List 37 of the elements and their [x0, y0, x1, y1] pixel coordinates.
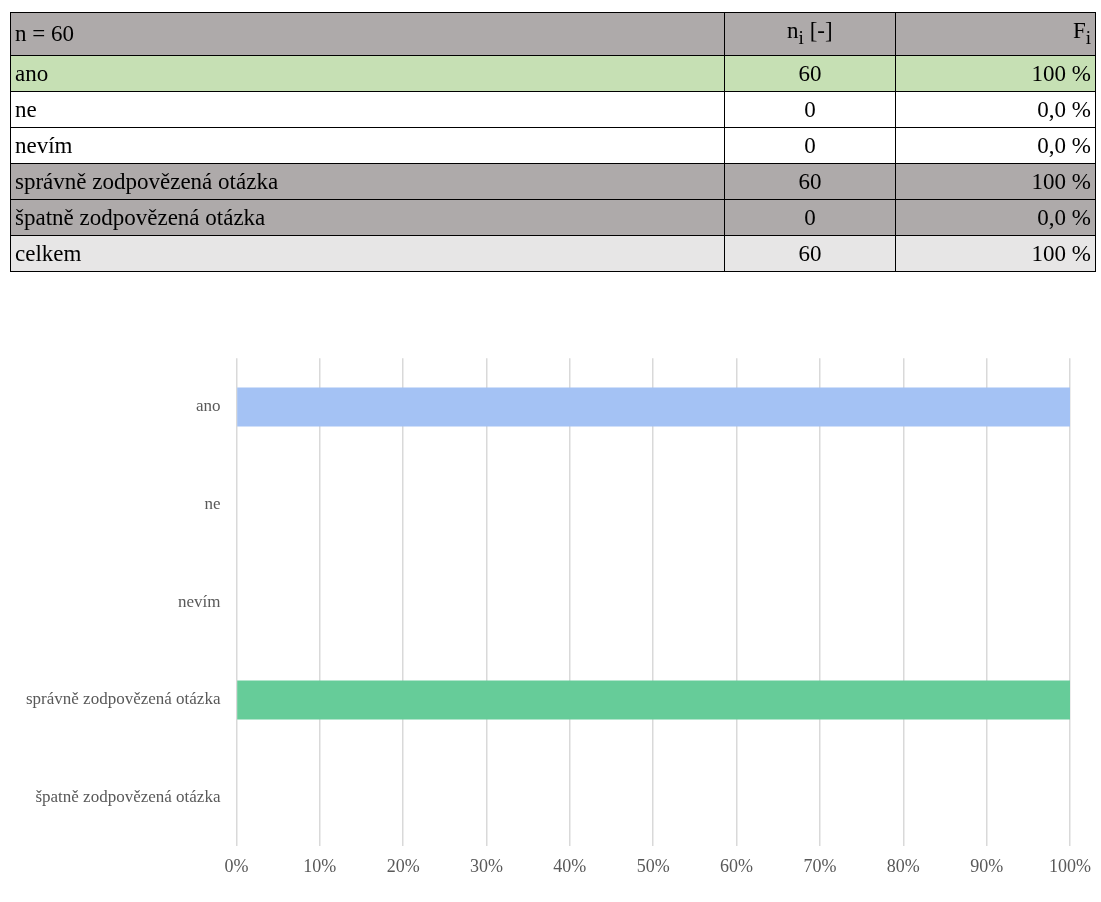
x-tick-label: 40%: [553, 855, 587, 876]
text: n = 60: [10, 12, 725, 56]
y-tick-label: nevím: [177, 591, 221, 611]
y-tick-label: ano: [195, 396, 221, 416]
series-label: F$_{i}$: [895, 12, 1096, 56]
category-label: správně zodpovězená otázka: [10, 163, 725, 200]
data-label: 0,0 %: [895, 199, 1096, 236]
data-label: 0: [724, 127, 896, 164]
x-tick-label: 60%: [720, 855, 754, 876]
data-label: 0,0 %: [895, 91, 1096, 128]
category-label: celkem: [10, 235, 725, 272]
x-tick-label: 10%: [303, 855, 337, 876]
x-tick-label: 30%: [470, 855, 504, 876]
category-label: nevím: [10, 127, 725, 164]
data-label: 100 %: [895, 163, 1096, 200]
y-tick-label: ne: [204, 494, 221, 514]
data-label: 100 %: [895, 55, 1096, 92]
x-tick-label: 90%: [970, 855, 1004, 876]
series-label: n$_{i}$ [-]: [724, 12, 896, 56]
data-label: 0: [724, 91, 896, 128]
x-tick-label: 80%: [886, 855, 920, 876]
data-label: 60: [724, 55, 896, 92]
x-tick-label: 100%: [1049, 855, 1091, 876]
data-label: 100 %: [895, 235, 1096, 272]
x-tick-label: 50%: [636, 855, 670, 876]
x-tick-label: 20%: [386, 855, 420, 876]
data-label: 60: [724, 163, 896, 200]
data-label: 0,0 %: [895, 127, 1096, 164]
data-label: 60: [724, 235, 896, 272]
category-label: špatně zodpovězená otázka: [10, 199, 725, 236]
x-tick-label: 0%: [224, 855, 249, 876]
category-label: ne: [10, 91, 725, 128]
data-label: 0: [724, 199, 896, 236]
category-label: ano: [10, 55, 725, 92]
y-tick-label: špatně zodpovězená otázka: [35, 787, 221, 807]
y-tick-label: správně zodpovězená otázka: [25, 689, 221, 709]
x-tick-label: 70%: [803, 855, 837, 876]
